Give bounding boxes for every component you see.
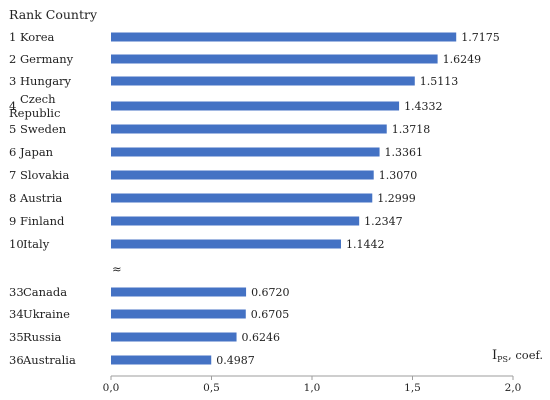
bar xyxy=(111,147,380,157)
country-label-line2: Republic xyxy=(9,106,60,120)
country-label: Slovakia xyxy=(20,168,69,182)
bar xyxy=(111,309,246,319)
rank-label: 10 xyxy=(9,237,24,251)
chart-header: Rank Country xyxy=(9,7,98,22)
bars-layer: 1 Korea 1.7175 2 Germany 1.6249 3 Hungary 1.5113… xyxy=(9,30,500,367)
bar-row: 8 Austria 1.2999 xyxy=(9,191,416,205)
value-label: 1.2347 xyxy=(364,215,403,228)
bar-row: 1 Korea 1.7175 xyxy=(9,30,500,44)
value-label: 1.3718 xyxy=(392,123,431,136)
country-label: Canada xyxy=(23,285,67,299)
bar xyxy=(111,32,457,42)
country-label: Australia xyxy=(22,353,76,367)
bar xyxy=(111,54,438,64)
country-label: Hungary xyxy=(20,74,72,88)
bar-row: 10 Italy 1.1442 xyxy=(9,237,384,251)
rank-label: 35 xyxy=(9,330,24,344)
country-label: Finland xyxy=(20,214,65,228)
country-label: Italy xyxy=(23,237,50,251)
value-label: 0.4987 xyxy=(216,354,255,367)
bar-row: 5 Sweden 1.3718 xyxy=(9,122,430,136)
bar xyxy=(111,170,374,180)
value-label: 1.6249 xyxy=(443,53,482,66)
value-label: 0.6246 xyxy=(242,331,281,344)
x-tick-label: 2,0 xyxy=(505,382,522,394)
x-tick-label: 1,5 xyxy=(404,382,421,394)
rank-label: 8 xyxy=(9,191,16,205)
bar xyxy=(111,193,373,203)
bar-row: 33 Canada 0.6720 xyxy=(9,285,290,299)
value-label: 1.3361 xyxy=(385,146,424,159)
value-label: 1.1442 xyxy=(346,238,385,251)
bar xyxy=(111,124,387,134)
bar xyxy=(111,216,360,226)
country-label: Sweden xyxy=(20,122,67,136)
value-label: 1.7175 xyxy=(461,31,500,44)
rank-label: 2 xyxy=(9,52,16,66)
x-tick-label: 0,5 xyxy=(203,382,220,394)
rank-label: 5 xyxy=(9,122,16,136)
bar-row: 3 Hungary 1.5113 xyxy=(9,74,458,88)
bar xyxy=(111,355,212,365)
value-label: 1.5113 xyxy=(420,75,459,88)
value-label: 0.6720 xyxy=(251,286,290,299)
bar xyxy=(111,332,237,342)
bar xyxy=(111,287,247,297)
x-axis-title: IPS, coef. xyxy=(492,348,543,364)
bar-row: 2 Germany 1.6249 xyxy=(9,52,481,66)
value-label: 1.3070 xyxy=(379,169,418,182)
country-label: Austria xyxy=(19,191,62,205)
bar-row: 36 Australia 0.4987 xyxy=(9,353,255,367)
rank-label: 4 xyxy=(9,99,16,113)
bar-row: 9 Finland 1.2347 xyxy=(9,214,403,228)
x-tick-label: 1,0 xyxy=(304,382,321,394)
bar-row: 34 Ukraine 0.6705 xyxy=(9,307,289,321)
bar-row: 6 Japan 1.3361 xyxy=(9,145,423,159)
country-label: Germany xyxy=(20,52,74,66)
bar xyxy=(111,239,341,249)
country-label: Russia xyxy=(23,330,62,344)
rank-label: 3 xyxy=(9,74,16,88)
rank-label: 9 xyxy=(9,214,16,228)
rank-label: 33 xyxy=(9,285,24,299)
value-label: 1.4332 xyxy=(404,100,443,113)
rank-label: 6 xyxy=(9,145,16,159)
bar-row: 7 Slovakia 1.3070 xyxy=(9,168,417,182)
country-label: Japan xyxy=(19,145,54,159)
axis-break-symbol: ≈ xyxy=(112,262,122,276)
rank-label: 34 xyxy=(9,307,24,321)
x-tick-label: 0,0 xyxy=(103,382,120,394)
bar xyxy=(111,101,400,111)
value-label: 0.6705 xyxy=(251,308,290,321)
country-label: Ukraine xyxy=(23,307,70,321)
value-label: 1.2999 xyxy=(377,192,416,205)
bar xyxy=(111,76,415,86)
rank-label: 1 xyxy=(9,30,16,44)
rank-label: 7 xyxy=(9,168,16,182)
bar-row: 35 Russia 0.6246 xyxy=(9,330,280,344)
rank-label: 36 xyxy=(9,353,24,367)
x-axis: 0,0 0,5 1,0 1,5 2,0 xyxy=(103,375,522,394)
country-label: Korea xyxy=(20,30,55,44)
country-label: Czech xyxy=(20,92,56,106)
